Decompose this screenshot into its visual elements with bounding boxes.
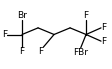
Text: F: F	[101, 23, 106, 32]
Text: F: F	[84, 11, 89, 20]
Text: F: F	[38, 47, 43, 56]
Text: Br: Br	[17, 11, 27, 20]
Text: F: F	[19, 47, 25, 56]
Text: F: F	[2, 30, 7, 39]
Text: FBr: FBr	[73, 48, 88, 57]
Text: F: F	[101, 37, 106, 46]
